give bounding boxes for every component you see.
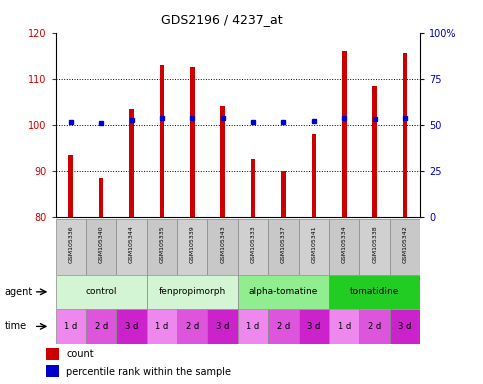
Text: GDS2196 / 4237_at: GDS2196 / 4237_at: [161, 13, 283, 26]
Text: GSM105333: GSM105333: [251, 225, 256, 263]
Bar: [238, 219, 268, 275]
Bar: [298, 309, 329, 344]
Bar: [342, 51, 346, 217]
Bar: [329, 219, 359, 275]
Bar: [56, 275, 147, 309]
Bar: [56, 309, 86, 344]
Text: percentile rank within the sample: percentile rank within the sample: [66, 366, 231, 377]
Bar: [86, 219, 116, 275]
Text: GSM105334: GSM105334: [342, 225, 347, 263]
Text: time: time: [5, 321, 27, 331]
Bar: [268, 309, 298, 344]
Text: 1 d: 1 d: [155, 322, 169, 331]
Bar: [281, 171, 286, 217]
Bar: [390, 219, 420, 275]
Text: count: count: [66, 349, 94, 359]
Bar: [312, 134, 316, 217]
Text: GSM105338: GSM105338: [372, 225, 377, 263]
Bar: [147, 309, 177, 344]
Text: GSM105343: GSM105343: [220, 225, 225, 263]
Text: GSM105341: GSM105341: [312, 225, 316, 263]
Text: 2 d: 2 d: [277, 322, 290, 331]
Bar: [372, 86, 377, 217]
Text: GSM105339: GSM105339: [190, 225, 195, 263]
Text: GSM105337: GSM105337: [281, 225, 286, 263]
Bar: [147, 219, 177, 275]
Text: 3 d: 3 d: [216, 322, 229, 331]
Bar: [46, 348, 59, 360]
Text: 2 d: 2 d: [95, 322, 108, 331]
Bar: [46, 365, 59, 377]
Bar: [147, 275, 238, 309]
Text: 2 d: 2 d: [368, 322, 381, 331]
Bar: [329, 309, 359, 344]
Text: 3 d: 3 d: [398, 322, 412, 331]
Text: GSM105340: GSM105340: [99, 225, 104, 263]
Text: agent: agent: [5, 287, 33, 297]
Text: fenpropimorph: fenpropimorph: [159, 287, 226, 296]
Text: 1 d: 1 d: [246, 322, 260, 331]
Bar: [86, 309, 116, 344]
Bar: [238, 275, 329, 309]
Bar: [129, 109, 134, 217]
Bar: [268, 219, 298, 275]
Text: 2 d: 2 d: [185, 322, 199, 331]
Bar: [390, 309, 420, 344]
Bar: [220, 106, 225, 217]
Text: 3 d: 3 d: [307, 322, 321, 331]
Bar: [190, 67, 195, 217]
Bar: [56, 219, 86, 275]
Bar: [208, 309, 238, 344]
Bar: [208, 219, 238, 275]
Bar: [403, 53, 407, 217]
Bar: [116, 309, 147, 344]
Bar: [177, 309, 208, 344]
Text: alpha-tomatine: alpha-tomatine: [249, 287, 318, 296]
Text: control: control: [85, 287, 117, 296]
Text: GSM105342: GSM105342: [402, 225, 408, 263]
Bar: [159, 65, 164, 217]
Bar: [238, 309, 268, 344]
Bar: [99, 178, 103, 217]
Text: GSM105344: GSM105344: [129, 225, 134, 263]
Text: GSM105335: GSM105335: [159, 225, 164, 263]
Text: GSM105336: GSM105336: [68, 225, 73, 263]
Bar: [329, 275, 420, 309]
Bar: [359, 219, 390, 275]
Bar: [69, 155, 73, 217]
Text: 3 d: 3 d: [125, 322, 138, 331]
Bar: [177, 219, 208, 275]
Bar: [116, 219, 147, 275]
Bar: [298, 219, 329, 275]
Text: 1 d: 1 d: [338, 322, 351, 331]
Text: tomatidine: tomatidine: [350, 287, 399, 296]
Bar: [359, 309, 390, 344]
Bar: [251, 159, 256, 217]
Text: 1 d: 1 d: [64, 322, 77, 331]
